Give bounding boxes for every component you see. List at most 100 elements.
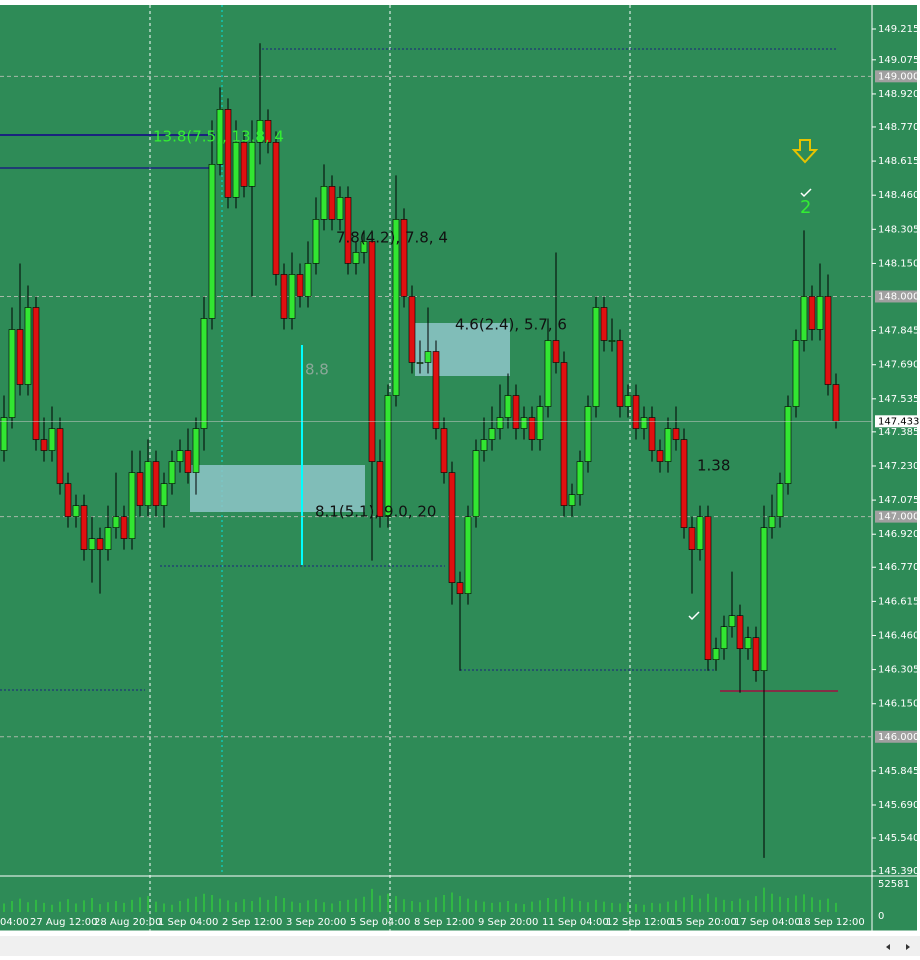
candle-body xyxy=(632,395,640,429)
candle-body xyxy=(728,615,736,627)
candle-body xyxy=(480,439,488,451)
candle-body xyxy=(456,582,464,594)
y-tick-label: 146.305 xyxy=(878,665,919,676)
candle-body xyxy=(136,472,144,506)
candle-body xyxy=(56,428,64,484)
x-tick-label: 3 Sep 20:00 xyxy=(286,917,346,928)
y-tick-label: 147.535 xyxy=(878,394,919,405)
candle-body xyxy=(584,406,592,462)
y-tick-label: 146.460 xyxy=(878,630,919,641)
y-tick-label: 146.150 xyxy=(878,699,919,710)
candle-body xyxy=(392,219,400,396)
candle-body xyxy=(80,505,88,550)
candle-body xyxy=(112,516,120,528)
x-tick-label: 28 Aug 20:00 xyxy=(94,917,161,928)
candle-body xyxy=(144,461,152,506)
candle-body xyxy=(704,516,712,661)
zone xyxy=(415,323,510,376)
annotation: 2 xyxy=(800,197,811,218)
annotation: 1.38 xyxy=(697,457,730,475)
candle-body xyxy=(616,340,624,407)
annotation: 4.6(2.4), 5.7, 6 xyxy=(455,316,567,334)
candle-body xyxy=(488,428,496,440)
candle-body xyxy=(688,527,696,550)
candle-body xyxy=(8,329,16,418)
y-tick-label: 149.215 xyxy=(878,24,919,35)
candle-body xyxy=(640,417,648,429)
y-tick-label: 146.615 xyxy=(878,596,919,607)
candle-body xyxy=(472,450,480,517)
candle-body xyxy=(88,538,96,550)
y-tick-label: 148.150 xyxy=(878,258,919,269)
y-tick-label: 148.305 xyxy=(878,224,919,235)
plot-area: 149.215 149.075 148.920 148.770 148.615 148.4… xyxy=(0,24,919,935)
candle-body xyxy=(464,516,472,594)
volume-tick-label: 52581 xyxy=(878,879,910,890)
candle-body xyxy=(832,384,840,422)
volume-tick-label: 0 xyxy=(878,911,884,922)
level-label: 149.000 xyxy=(878,71,919,82)
candle-body xyxy=(232,142,240,198)
candle-body xyxy=(600,307,608,341)
candle-body xyxy=(24,307,32,385)
candle-body xyxy=(416,362,424,364)
candle-body xyxy=(64,483,72,517)
candle-body xyxy=(744,637,752,649)
candle-body xyxy=(496,417,504,429)
candle-body xyxy=(560,362,568,506)
y-tick-label: 147.075 xyxy=(878,495,919,506)
candle-body xyxy=(672,428,680,440)
last-price-box xyxy=(875,415,917,428)
candle-body xyxy=(712,648,720,661)
y-tick-label: 147.385 xyxy=(878,427,919,438)
x-tick-label: 17 Sep 04:00 xyxy=(734,917,801,928)
candle-body xyxy=(104,527,112,550)
y-tick-label: 146.770 xyxy=(878,562,919,573)
candle-body xyxy=(320,186,328,220)
y-tick-label: 147.230 xyxy=(878,461,919,472)
candle-body xyxy=(328,186,336,220)
x-tick-label: 5 Sep 04:00 xyxy=(350,917,410,928)
candle-body xyxy=(808,296,816,330)
arrow-icon xyxy=(791,139,819,164)
y-tick-label: 146.920 xyxy=(878,529,919,540)
candle-body xyxy=(544,340,552,407)
candle-body xyxy=(648,417,656,451)
candle-body xyxy=(568,494,576,506)
y-tick-label: 145.540 xyxy=(878,833,919,844)
check-icon xyxy=(800,188,812,198)
candle-body xyxy=(344,197,352,264)
candle-body xyxy=(208,164,216,319)
candle-body xyxy=(352,252,360,264)
candle-body xyxy=(768,516,776,528)
candle-body xyxy=(384,395,392,517)
candle-body xyxy=(72,505,80,517)
candle-body xyxy=(376,461,384,517)
level-label-box xyxy=(875,510,917,523)
candle-body xyxy=(792,340,800,407)
candle-body xyxy=(176,450,184,462)
candle-body xyxy=(200,318,208,429)
x-tick-label: 18 Sep 12:00 xyxy=(798,917,865,928)
level-label: 146.000 xyxy=(878,732,919,743)
y-tick-label: 145.690 xyxy=(878,800,919,811)
candle-body xyxy=(312,219,320,264)
annotation: 7.8(4.2), 7.8, 4 xyxy=(336,229,448,247)
x-tick-label: 27 Aug 12:00 xyxy=(30,917,97,928)
candle-body xyxy=(424,351,432,363)
check-icon xyxy=(688,611,700,621)
candle-body xyxy=(624,395,632,407)
candle-body xyxy=(680,439,688,528)
candle-body xyxy=(216,109,224,165)
candle-body xyxy=(656,450,664,462)
annotation: 13.8(7.5), 13.8, 4 xyxy=(153,128,284,146)
scrollbar[interactable] xyxy=(0,936,920,956)
candle-body xyxy=(664,428,672,462)
candle-body xyxy=(512,395,520,429)
candle-body xyxy=(360,241,368,253)
candle-body xyxy=(536,406,544,440)
candle-body xyxy=(696,516,704,550)
candle-body xyxy=(48,428,56,451)
level-label: 147.000 xyxy=(878,512,919,523)
